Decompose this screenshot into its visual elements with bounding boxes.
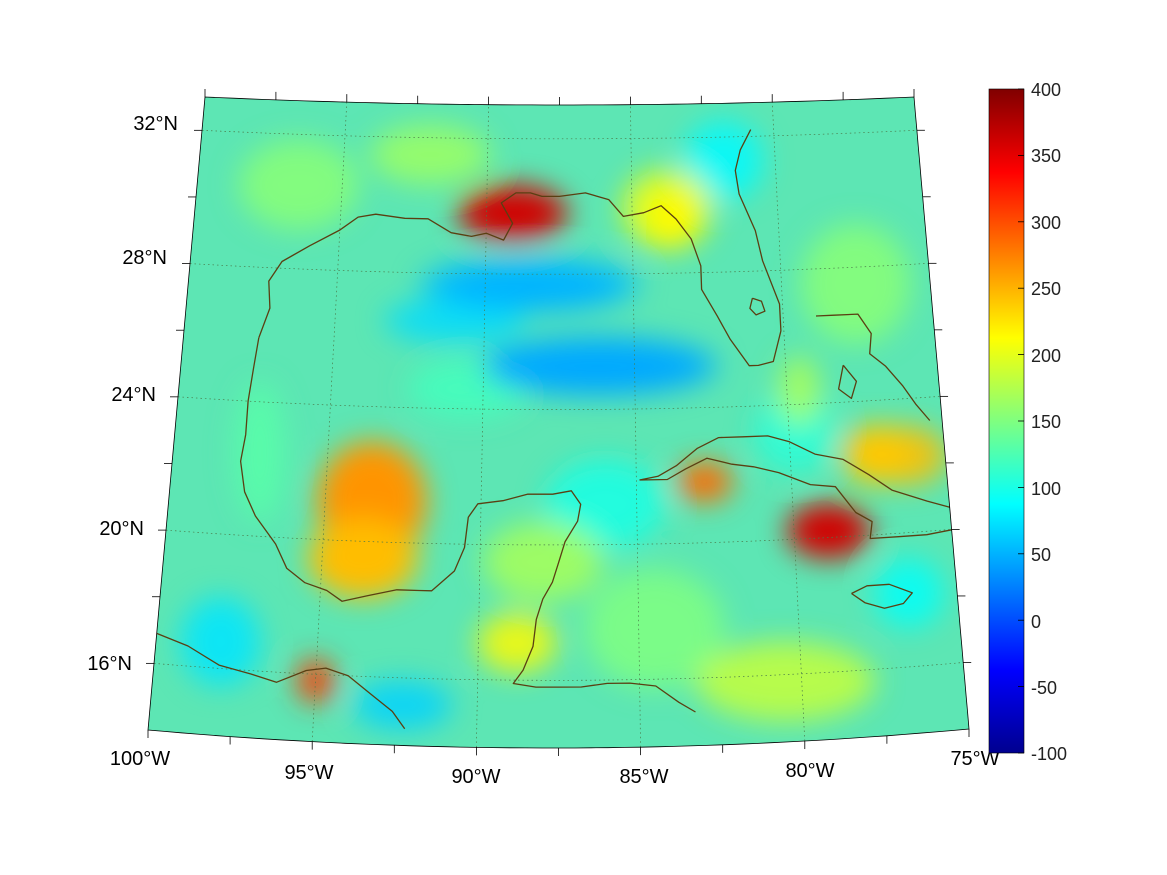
meridian-line (311, 102, 348, 742)
coastline-lake-okeechobee (749, 297, 766, 316)
field-hotspot-western-cuba (676, 461, 733, 502)
lon-label-90w: 90°W (451, 766, 500, 788)
field-hotspot-northern-bahamas (841, 424, 912, 485)
coastline-mexico-gulf-coast (239, 337, 696, 713)
field-region (238, 139, 359, 230)
field-region (695, 641, 876, 722)
field-region (384, 298, 525, 343)
field-hotspot-florida-central (648, 189, 699, 250)
coastline-bahamas-chain (815, 313, 931, 421)
colorbar-label-350: 350 (1031, 146, 1061, 166)
colorbar-label-100: 100 (1031, 479, 1061, 499)
colorbar: 400 350 300 250 200 150 100 50 0 -50 -10… (988, 80, 1067, 764)
field-hotspot-bay-of-campeche-south (308, 518, 419, 599)
field-region (584, 568, 725, 689)
colorbar-label-200: 200 (1031, 346, 1061, 366)
lon-label-80w: 80°W (785, 760, 834, 782)
field-hotspot-mississippi-delta (457, 185, 568, 242)
meridian-line (476, 104, 489, 748)
lat-label-20n: 20°N (99, 518, 144, 540)
colorbar-label-50: 50 (1031, 545, 1051, 565)
field-hotspot-central-gulf-low (485, 343, 706, 394)
field-region (545, 459, 666, 550)
coastline-us-gulf-coast (258, 129, 782, 367)
coastline-pacific-coast (156, 632, 406, 730)
lat-label-28n: 28°N (122, 247, 167, 269)
colorbar-label-300: 300 (1031, 213, 1061, 233)
coastline-jamaica (851, 583, 913, 609)
map-area (146, 89, 972, 756)
colorbar-label-neg100: -100 (1031, 744, 1067, 764)
lat-label-32n: 32°N (133, 113, 178, 135)
frame-ticks (146, 89, 972, 756)
colorbar-label-neg50: -50 (1031, 678, 1057, 698)
field-region (779, 355, 820, 426)
field-hotspot-northern-gulf-low (439, 265, 620, 310)
colorbar-label-250: 250 (1031, 279, 1061, 299)
parallel-line (165, 529, 952, 546)
field-region (683, 120, 764, 201)
lat-label-24n: 24°N (111, 384, 156, 406)
lat-label-16n: 16°N (87, 653, 132, 675)
lon-label-85w: 85°W (619, 766, 668, 788)
graticule (153, 102, 964, 748)
lon-label-100w: 100°W (110, 748, 170, 770)
field-region (180, 596, 261, 687)
colorbar-label-150: 150 (1031, 412, 1061, 432)
coastline-andros (837, 364, 858, 400)
colorbar-label-400: 400 (1031, 80, 1061, 100)
field-hotspot-eastern-cuba (786, 502, 871, 559)
meridian-line (771, 102, 806, 742)
field-region (800, 223, 911, 344)
meridian-line (630, 104, 641, 748)
field-region (483, 521, 604, 602)
parallel-line (177, 396, 941, 410)
lon-label-95w: 95°W (284, 762, 333, 784)
colorbar-label-0: 0 (1031, 612, 1041, 632)
field-region (476, 612, 557, 673)
field-region (874, 557, 945, 628)
lon-label-75w: 75°W (950, 748, 999, 770)
parallel-line (189, 262, 929, 275)
field-hotspot-tehuantepec (297, 659, 334, 704)
field-region (352, 679, 453, 730)
longitude-labels: 100°W 95°W 90°W 85°W 80°W 75°W (110, 748, 1000, 788)
parallel-line (153, 662, 964, 681)
field-layer (180, 120, 948, 730)
colorbar-ticks (1018, 88, 1024, 754)
latitude-labels: 32°N 28°N 24°N 20°N 16°N (87, 113, 178, 675)
field-region (370, 124, 491, 185)
